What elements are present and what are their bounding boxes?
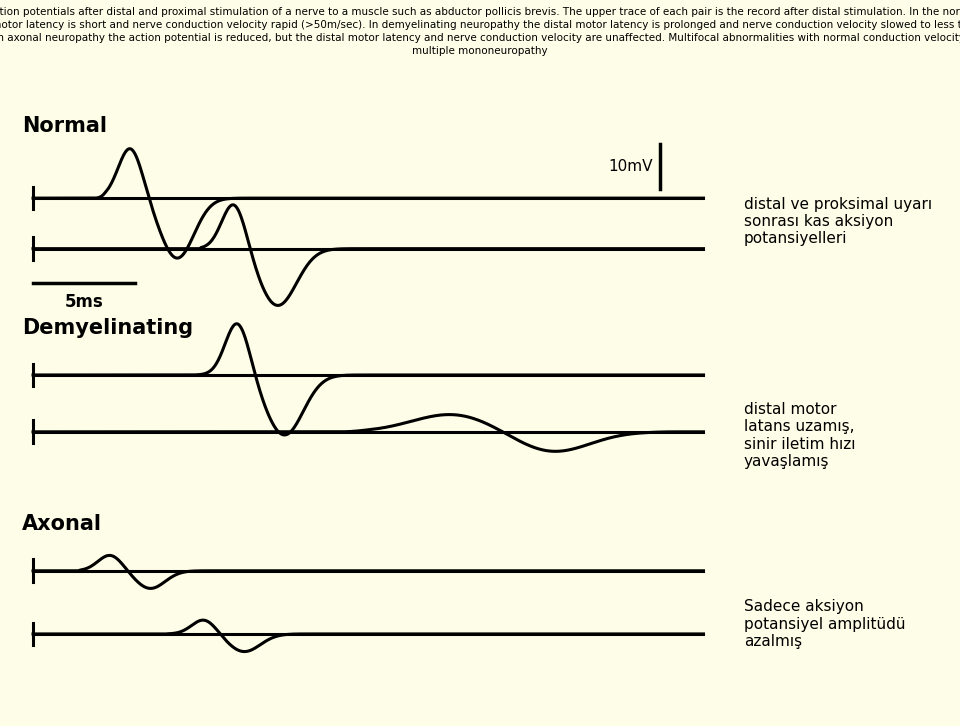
Text: distal ve proksimal uyarı
sonrası kas aksiyon
potansiyelleri: distal ve proksimal uyarı sonrası kas ak… (744, 197, 932, 246)
Text: Axonal: Axonal (22, 514, 102, 534)
Text: 10mV: 10mV (609, 159, 653, 174)
Text: normal. In axonal neuropathy the action potential is reduced, but the distal mot: normal. In axonal neuropathy the action … (0, 33, 960, 44)
Text: Normal: Normal (22, 116, 108, 136)
Text: Sadece aksiyon
potansiyel amplitüdü
azalmış: Sadece aksiyon potansiyel amplitüdü azal… (744, 600, 905, 649)
Text: 5ms: 5ms (64, 293, 103, 311)
Text: Demyelinating: Demyelinating (22, 318, 193, 338)
Text: Muscle action potentials after distal and proximal stimulation of a nerve to a m: Muscle action potentials after distal an… (0, 7, 960, 17)
Text: the distal motor latency is short and nerve conduction velocity rapid (>50m/sec): the distal motor latency is short and ne… (0, 20, 960, 30)
Text: distal motor
latans uzamış,
sinir iletim hızı
yavaşlamış: distal motor latans uzamış, sinir iletim… (744, 402, 855, 469)
Text: multiple mononeuropathy: multiple mononeuropathy (412, 46, 548, 57)
